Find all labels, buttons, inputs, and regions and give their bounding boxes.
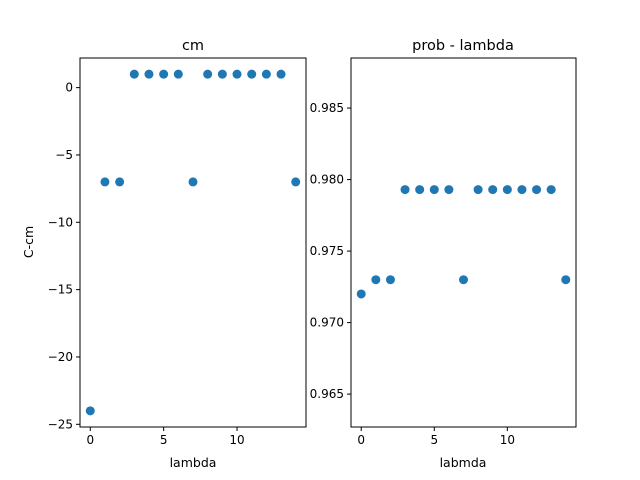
right-y-tick-label: 0.965 <box>310 387 344 401</box>
left-data-point <box>144 69 154 79</box>
left-data-point <box>173 69 183 79</box>
left-x-tick-label: 10 <box>229 433 244 447</box>
left-y-tick-label: −15 <box>48 283 73 297</box>
right-y-tick-label: 0.980 <box>310 173 344 187</box>
left-data-point <box>188 177 198 187</box>
right-data-point <box>444 185 454 195</box>
right-data-point <box>561 275 571 285</box>
right-plot-title: prob - lambda <box>412 38 514 54</box>
right-subplot: prob - lambda 0 5 10 0.9650.9700.9750.9800… <box>310 38 577 470</box>
left-data-point <box>291 177 301 187</box>
left-data-point <box>203 69 213 79</box>
right-data-point <box>371 275 381 285</box>
right-data-point <box>385 275 395 285</box>
right-data-point <box>532 185 542 195</box>
right-data-point <box>356 289 366 299</box>
left-y-tick-label: −25 <box>48 417 73 431</box>
left-data-point <box>85 406 95 416</box>
right-data-point <box>415 185 425 195</box>
right-data-point <box>546 185 556 195</box>
left-data-point <box>115 177 125 187</box>
right-data-point <box>473 185 483 195</box>
left-y-tick-label: −20 <box>48 350 73 364</box>
left-data-point <box>276 69 286 79</box>
right-x-tick-label: 10 <box>500 433 515 447</box>
left-data-points <box>85 69 301 416</box>
right-data-point <box>517 185 527 195</box>
right-data-point <box>502 185 512 195</box>
left-x-ticks: 0 5 10 <box>86 427 245 447</box>
left-data-point <box>247 69 257 79</box>
right-axes-frame <box>350 57 577 428</box>
right-y-tick-label: 0.975 <box>310 244 344 258</box>
right-y-tick-label: 0.970 <box>310 316 344 330</box>
left-y-ticks: 0 −5 −10 −15 −20 −25 <box>48 81 80 431</box>
left-plot-title: cm <box>182 38 204 54</box>
right-y-tick-label: 0.985 <box>310 101 344 115</box>
right-data-point <box>459 275 468 285</box>
left-data-point <box>232 69 242 79</box>
left-axes-frame <box>79 57 307 428</box>
left-data-point <box>129 69 139 79</box>
right-x-tick-label: 5 <box>430 433 438 447</box>
right-data-point <box>400 185 410 195</box>
right-data-point <box>488 185 498 195</box>
left-data-point <box>159 69 169 79</box>
left-y-tick-label: 0 <box>65 81 73 95</box>
right-data-points <box>356 185 571 299</box>
left-x-tick-label: 5 <box>160 433 168 447</box>
left-y-tick-label: −10 <box>48 215 73 229</box>
left-data-point <box>100 177 110 187</box>
left-y-tick-label: −5 <box>55 148 73 162</box>
left-x-tick-label: 0 <box>86 433 94 447</box>
right-data-point <box>429 185 439 195</box>
left-data-point <box>217 69 227 79</box>
left-subplot: cm 0 5 10 0 −5 −10 −15 −20 −25 lambda C-cm <box>21 38 307 470</box>
left-y-axis-label: C-cm <box>21 226 36 258</box>
right-y-ticks: 0.965 0.970 0.975 0.980 0.985 <box>310 101 351 401</box>
right-x-tick-label: 0 <box>357 433 365 447</box>
right-x-axis-label: labmda <box>440 455 487 470</box>
left-data-point <box>261 69 271 79</box>
right-x-ticks: 0 5 10 <box>357 427 515 447</box>
left-x-axis-label: lambda <box>170 455 217 470</box>
